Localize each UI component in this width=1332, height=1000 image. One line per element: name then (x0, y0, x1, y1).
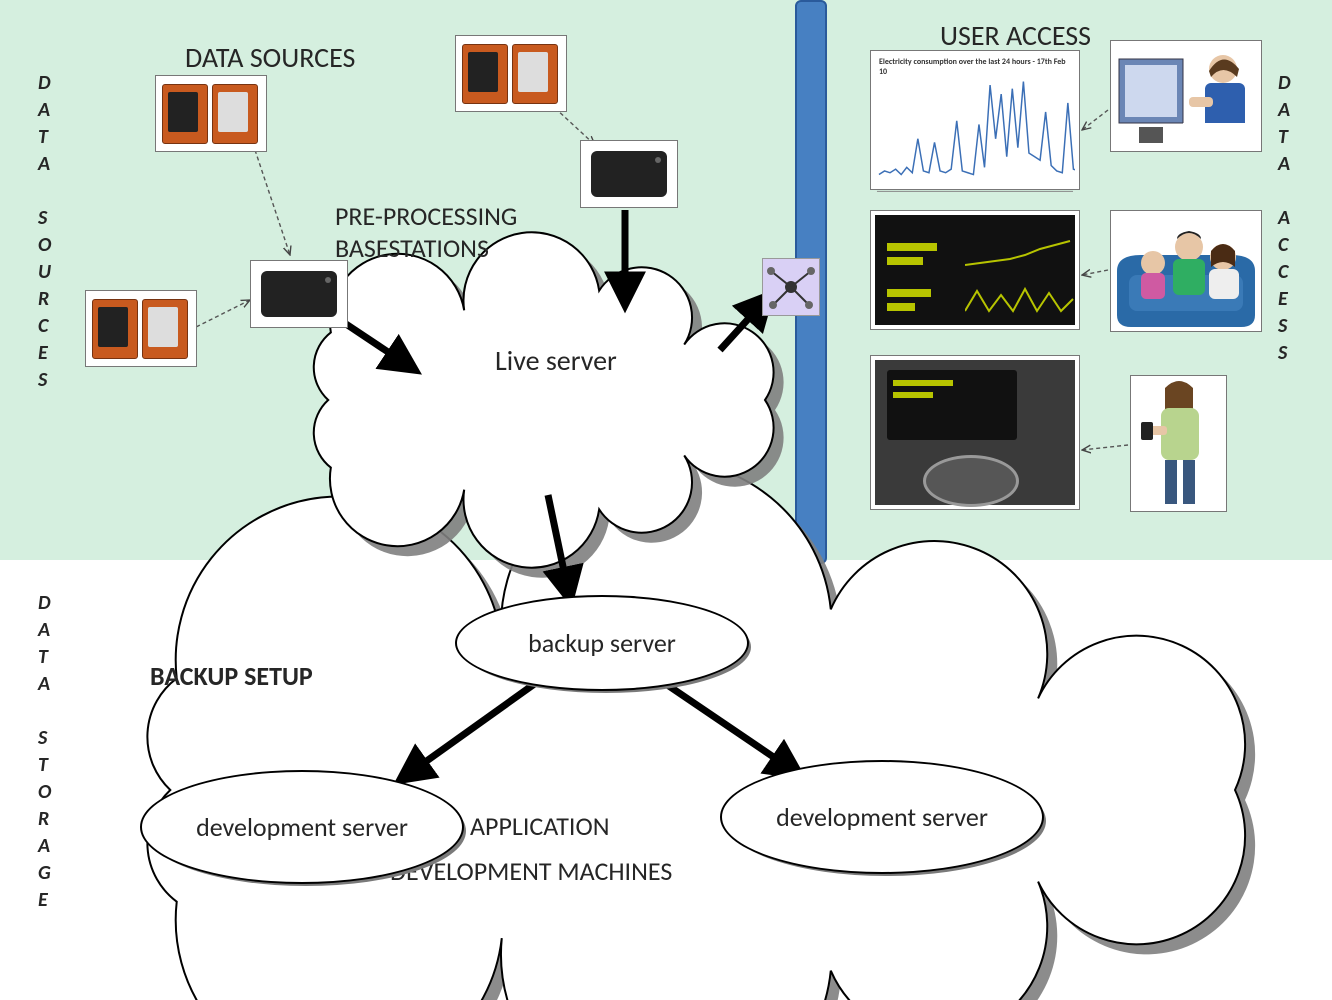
title-application-line1: APPLICATION (470, 810, 609, 842)
sensor-device-icon (155, 75, 267, 152)
sensor-device-icon (455, 35, 567, 112)
diagram-stage: D A T A S O U R C E S D A T A A C C E S … (0, 0, 1332, 1000)
title-data-sources: DATA SOURCES (185, 40, 355, 75)
ellipse-dev-server-1: development server (140, 770, 464, 884)
basestation-device-icon (250, 260, 348, 328)
label-live-server: Live server (495, 343, 617, 378)
screenshot-dashboard-thumbnail (870, 210, 1080, 330)
title-user-access: USER ACCESS (940, 18, 1091, 53)
side-label-data-sources: D A T A S O U R C E S (38, 70, 52, 394)
person-office-icon (1110, 40, 1262, 152)
sensor-device-icon (85, 290, 197, 367)
basestation-device-icon (580, 140, 678, 208)
side-label-data-access: D A T A A C C E S S (1278, 70, 1292, 367)
screenshot-chart-thumbnail: Electricity consumption over the last 24… (870, 50, 1080, 190)
ellipse-backup-server: backup server (455, 595, 749, 691)
title-backup-setup: BACKUP SETUP (150, 660, 313, 692)
screenshot-kitchen-thumbnail (870, 355, 1080, 510)
title-preprocessing-line1: PRE-PROCESSING (335, 200, 517, 232)
label: backup server (528, 627, 676, 659)
hub-icon (762, 258, 820, 316)
person-phone-icon (1130, 375, 1227, 512)
label: development server (196, 811, 408, 843)
title-preprocessing-line2: BASESTATIONS (335, 232, 489, 264)
side-label-data-storage: D A T A S T O R A G E (38, 590, 52, 914)
ellipse-dev-server-2: development server (720, 760, 1044, 874)
person-family-icon (1110, 210, 1262, 332)
label: development server (776, 801, 988, 833)
